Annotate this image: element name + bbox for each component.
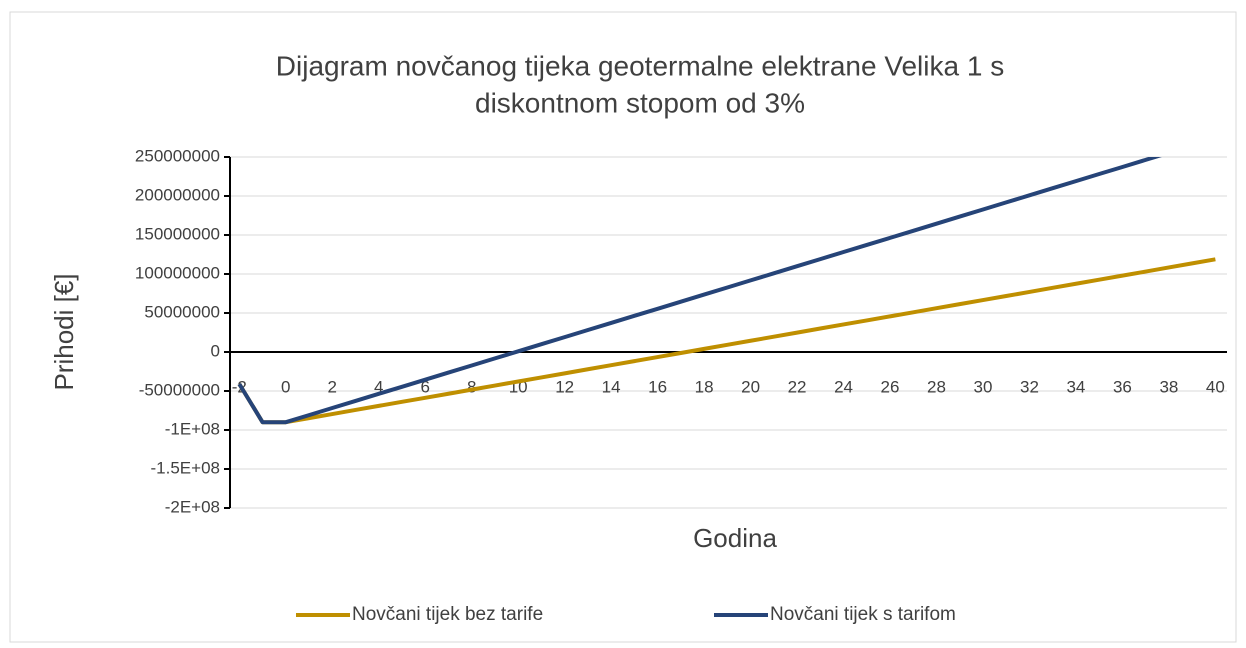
y-tick-label: 250000000 [135, 146, 220, 165]
y-tick-label: -2E+08 [165, 497, 220, 516]
x-tick-label: 24 [834, 377, 853, 396]
x-tick-label: 4 [374, 377, 383, 396]
y-tick-label: 150000000 [135, 224, 220, 243]
x-tick-label: 36 [1113, 377, 1132, 396]
legend-label: Novčani tijek s tarifom [770, 604, 956, 625]
legend-label: Novčani tijek bez tarife [352, 604, 543, 625]
x-tick-label: 2 [328, 377, 337, 396]
chart-title: Dijagram novčanog tijeka geotermalne ele… [276, 50, 1004, 81]
series-line [237, 157, 1162, 425]
chart-subtitle: diskontnom stopom od 3% [475, 87, 805, 118]
x-tick-label: 32 [1020, 377, 1039, 396]
x-tick-label: 6 [420, 377, 429, 396]
x-tick-label: 30 [974, 377, 993, 396]
x-tick-label: 0 [281, 377, 290, 396]
y-tick-label: -1.5E+08 [151, 458, 220, 477]
y-tick-label: 0 [211, 341, 220, 360]
y-axis-label: Prihodi [€] [49, 273, 79, 390]
y-tick-label: -50000000 [139, 380, 220, 399]
chart-frame [9, 11, 1237, 643]
x-tick-label: 8 [467, 377, 476, 396]
x-tick-label: 14 [602, 377, 621, 396]
x-tick-label: 38 [1159, 377, 1178, 396]
x-tick-label: 26 [881, 377, 900, 396]
x-axis-label: Godina [693, 523, 777, 553]
x-tick-label: 20 [741, 377, 760, 396]
series-line [237, 257, 1216, 425]
x-tick-label: 34 [1066, 377, 1085, 396]
x-tick-label: 40 [1206, 377, 1225, 396]
x-tick-label: 12 [555, 377, 574, 396]
y-tick-label: 100000000 [135, 263, 220, 282]
x-tick-label: 28 [927, 377, 946, 396]
y-tick-label: 50000000 [144, 302, 220, 321]
y-tick-label: 200000000 [135, 185, 220, 204]
x-tick-label: 16 [648, 377, 667, 396]
x-tick-label: 18 [695, 377, 714, 396]
y-tick-label: -1E+08 [165, 419, 220, 438]
plot-area [237, 157, 1216, 425]
x-tick-label: 22 [788, 377, 807, 396]
